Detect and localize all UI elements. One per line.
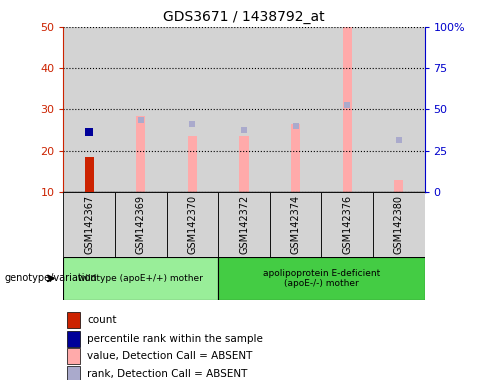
Text: genotype/variation: genotype/variation [5, 273, 98, 283]
Bar [218, 27, 270, 192]
Bar [63, 27, 115, 192]
Text: GSM142372: GSM142372 [239, 195, 249, 254]
Bar [291, 124, 300, 192]
Bar [63, 257, 218, 300]
Text: GSM142376: GSM142376 [342, 195, 352, 254]
Bar [67, 312, 80, 328]
Text: GSM142367: GSM142367 [84, 195, 94, 254]
Bar [166, 192, 218, 257]
Bar [239, 136, 249, 192]
Bar [373, 27, 425, 192]
Text: rank, Detection Call = ABSENT: rank, Detection Call = ABSENT [87, 369, 247, 379]
Bar [373, 192, 425, 257]
Text: value, Detection Call = ABSENT: value, Detection Call = ABSENT [87, 351, 252, 361]
Bar [63, 192, 115, 257]
Bar [322, 27, 373, 192]
Bar [218, 192, 270, 257]
Bar [343, 27, 352, 192]
Bar [394, 180, 404, 192]
Bar [218, 257, 425, 300]
Bar [115, 192, 166, 257]
Bar [115, 27, 166, 192]
Text: percentile rank within the sample: percentile rank within the sample [87, 334, 263, 344]
Title: GDS3671 / 1438792_at: GDS3671 / 1438792_at [163, 10, 325, 25]
Text: wildtype (apoE+/+) mother: wildtype (apoE+/+) mother [79, 274, 203, 283]
Bar [270, 27, 322, 192]
Text: GSM142370: GSM142370 [187, 195, 198, 254]
Bar [166, 27, 218, 192]
Bar [84, 157, 94, 192]
Bar [136, 116, 145, 192]
Text: count: count [87, 315, 117, 325]
Text: apolipoprotein E-deficient
(apoE-/-) mother: apolipoprotein E-deficient (apoE-/-) mot… [263, 269, 380, 288]
Text: GSM142380: GSM142380 [394, 195, 404, 254]
Bar [67, 331, 80, 347]
Bar [322, 192, 373, 257]
Bar [270, 192, 322, 257]
Text: GSM142369: GSM142369 [136, 195, 146, 254]
Bar [67, 366, 80, 382]
Bar [188, 136, 197, 192]
Text: GSM142374: GSM142374 [290, 195, 301, 254]
Bar [67, 348, 80, 364]
